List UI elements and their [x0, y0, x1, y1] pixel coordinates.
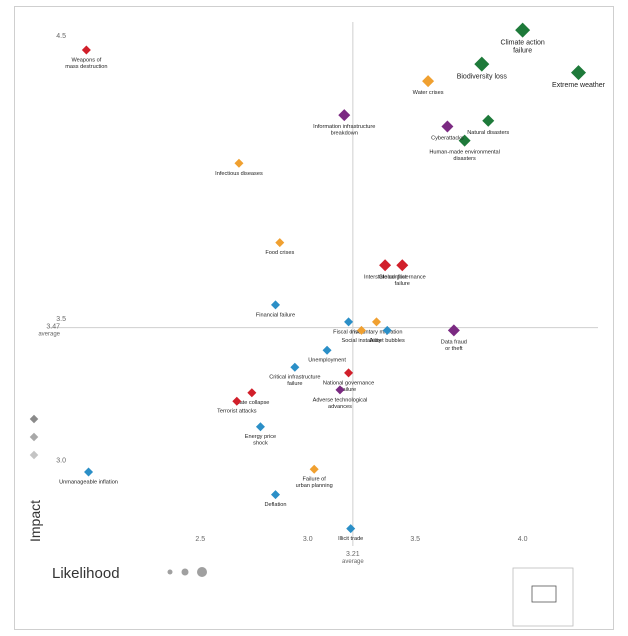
data-point-label: Extreme weather: [552, 82, 606, 89]
data-point-label: Illicit trade: [338, 536, 363, 542]
data-point-marker[interactable]: [515, 22, 531, 38]
chart-frame: [14, 6, 614, 630]
data-point-marker[interactable]: [482, 114, 495, 127]
y-average-label: average: [38, 332, 60, 338]
data-point-label: Energy price shock: [245, 434, 276, 447]
y-average-value: 3.47: [46, 324, 60, 331]
x-average-value: 3.21: [346, 551, 360, 558]
data-point-marker[interactable]: [81, 45, 91, 55]
data-point-label: State collapse: [234, 400, 269, 406]
data-point-marker[interactable]: [270, 490, 280, 500]
data-point-marker[interactable]: [84, 467, 94, 477]
data-point-label: National governance failure: [323, 380, 374, 393]
data-point-marker[interactable]: [346, 524, 356, 534]
y-axis-title: Impact: [27, 500, 43, 542]
data-point-marker[interactable]: [232, 396, 242, 406]
y-tick-label: 3.0: [56, 458, 66, 465]
x-tick-label: 4.0: [518, 536, 528, 543]
data-point-label: Information infrastructure breakdown: [313, 124, 375, 137]
data-point-marker[interactable]: [275, 238, 285, 248]
data-point-label: Infectious diseases: [215, 171, 263, 177]
axis-ticks: 2.5 3.0 3.5 4.04.53.53.03.21average3.47aver…: [38, 33, 527, 565]
data-point-marker[interactable]: [382, 325, 392, 335]
data-point-marker[interactable]: [338, 109, 351, 122]
x-average-label: average: [342, 559, 364, 565]
data-point-label: Climate action failure: [500, 40, 544, 55]
data-point-marker[interactable]: [290, 362, 300, 372]
data-point-label: Failure of urban planning: [296, 477, 333, 490]
data-point-label: Deflation: [264, 502, 286, 508]
x-tick-label: 3.5: [410, 536, 420, 543]
mini-map-inset: [512, 567, 574, 627]
data-point-marker[interactable]: [441, 120, 454, 133]
data-point-label: Weapons of mass destruction: [65, 57, 107, 70]
data-point-marker[interactable]: [309, 464, 319, 474]
data-point-label: Critical infrastructure failure: [269, 375, 320, 388]
data-point-label: Cyberattacks: [431, 135, 464, 141]
y-tick-label: 3.5: [56, 316, 66, 323]
data-point-marker[interactable]: [372, 317, 382, 327]
data-point-label: Fiscal crises: [333, 329, 364, 335]
data-points: Climate action failure Extreme weather Biod…: [59, 22, 606, 542]
data-point-marker[interactable]: [474, 56, 490, 72]
data-point-marker[interactable]: [234, 158, 244, 168]
x-axis-title: Likelihood: [52, 565, 120, 582]
data-point-label: Unmanageable inflation: [59, 480, 118, 486]
data-point-marker[interactable]: [344, 368, 354, 378]
data-point-marker[interactable]: [344, 317, 354, 327]
size-legend-vertical: [29, 414, 39, 460]
data-point-label: Terrorist attacks: [217, 409, 257, 415]
data-point-label: Adverse technological advances: [313, 397, 368, 410]
data-point-label: Natural disasters: [467, 130, 509, 136]
data-point-label: Interstate conflict: [364, 274, 407, 280]
data-point-marker[interactable]: [571, 65, 587, 81]
x-tick-label: 3.0: [303, 536, 313, 543]
data-point-label: Biodiversity loss: [457, 74, 508, 81]
size-legend-horizontal: [167, 567, 207, 577]
data-point-marker[interactable]: [255, 422, 265, 432]
plot-grid: [50, 22, 598, 546]
data-point-label: Unemployment: [308, 358, 346, 364]
data-point-marker[interactable]: [458, 134, 471, 147]
y-tick-label: 4.5: [56, 33, 66, 40]
data-point-marker[interactable]: [322, 345, 332, 355]
data-point-label: Financial failure: [256, 312, 295, 318]
data-point-label: Involuntary migration: [351, 329, 403, 335]
data-point-label: Food crises: [265, 250, 294, 256]
data-point-label: Water crises: [413, 90, 444, 96]
data-point-label: Asset bubbles: [370, 338, 405, 344]
data-point-marker[interactable]: [396, 259, 409, 272]
data-point-marker[interactable]: [356, 325, 366, 335]
data-point-label: Social instability: [342, 338, 382, 344]
data-point-marker[interactable]: [379, 259, 392, 272]
data-point-label: Human-made environmental disasters: [429, 150, 500, 163]
data-point-marker[interactable]: [247, 388, 257, 398]
data-point-marker[interactable]: [422, 75, 435, 88]
data-point-label: Global governance failure: [379, 274, 426, 287]
data-point-marker[interactable]: [447, 324, 460, 337]
data-point-marker[interactable]: [335, 385, 345, 395]
data-point-label: Data fraud or theft: [441, 339, 467, 352]
x-tick-label: 2.5: [195, 536, 205, 543]
data-point-marker[interactable]: [270, 300, 280, 310]
